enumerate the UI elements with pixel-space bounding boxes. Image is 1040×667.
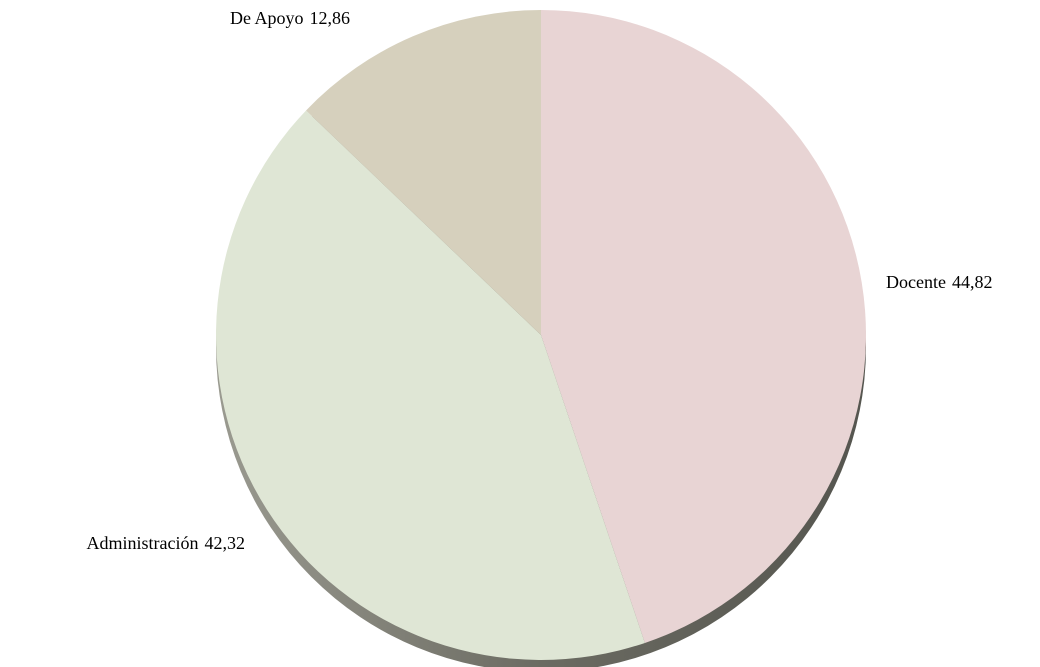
slice-label: De Apoyo 12,86 [230,8,350,28]
pie-slice [215,110,645,661]
value-label: 42,32 [205,533,246,553]
value-label: 12,86 [310,8,351,28]
slice-label: Docente 44,82 [886,272,992,292]
pie-slice [306,10,541,335]
pie [215,10,867,661]
category-label: Docente [886,272,946,292]
category-label: Administración [87,533,199,553]
labels: Docente 44,82 Administración 42,32 De Apoyo 1… [87,8,993,553]
slice-label: Administración 42,32 [87,533,245,553]
value-label: 44,82 [952,272,993,292]
category-label: De Apoyo [230,8,304,28]
pie-slice [541,10,867,643]
